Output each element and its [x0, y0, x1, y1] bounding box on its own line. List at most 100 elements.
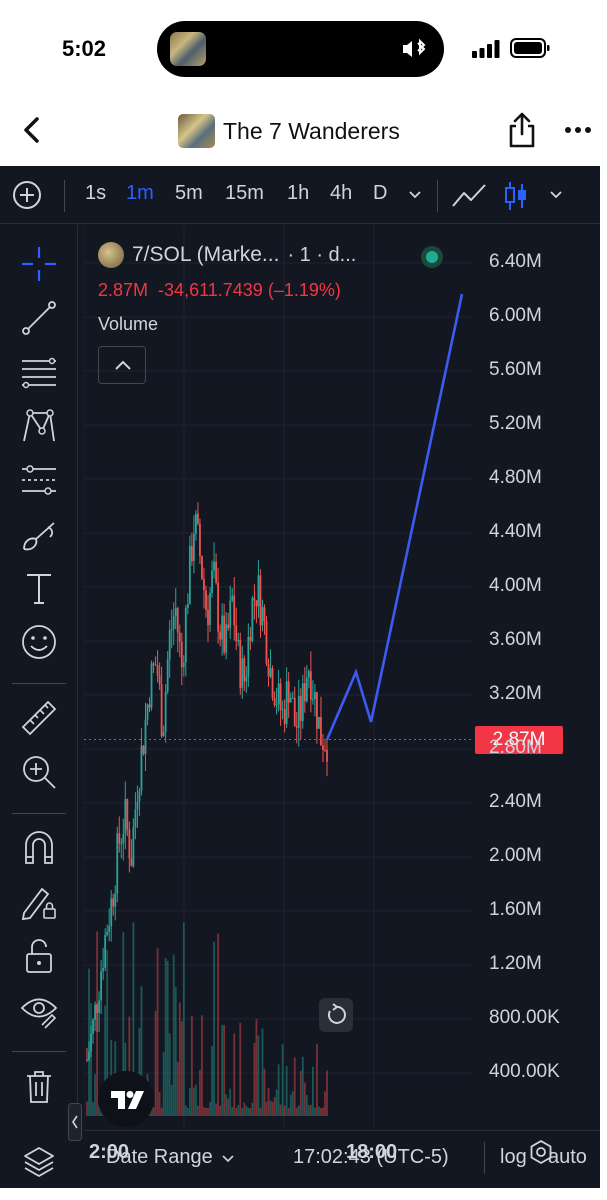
time-label: 18:00 [346, 1141, 398, 1163]
brush-icon[interactable] [20, 515, 58, 553]
plus-circle-icon[interactable] [12, 180, 42, 210]
candle-body [259, 575, 262, 626]
candle-body [269, 668, 272, 677]
candle-body [271, 668, 274, 698]
trend-line-icon[interactable] [20, 299, 58, 337]
more-button[interactable] [562, 114, 594, 146]
trash-icon[interactable] [20, 1067, 58, 1105]
price-chart[interactable] [84, 225, 472, 1130]
lock-drawing-icon[interactable] [20, 883, 58, 921]
timezone-clock[interactable]: 17:02:43 (UTC-5) [293, 1146, 449, 1168]
volume-bar [154, 1010, 157, 1116]
candle-body [160, 684, 163, 737]
emoji-icon[interactable] [20, 623, 58, 661]
auto-scale-toggle[interactable]: auto [548, 1146, 587, 1168]
share-icon[interactable] [504, 110, 540, 150]
volume-bar [303, 1082, 306, 1116]
volume-bar [166, 960, 169, 1116]
legend-toggle-button[interactable] [98, 346, 146, 384]
price-label: 6.40M [489, 251, 542, 272]
timeframe-1s[interactable]: 1s [85, 182, 107, 204]
candle-body [209, 592, 211, 626]
divider [64, 180, 65, 212]
ruler-icon[interactable] [20, 699, 58, 737]
candle-body [324, 749, 326, 751]
timeframe-1h[interactable]: 1h [287, 182, 310, 204]
chart-pane[interactable]: 7/SOL (Marke... · 1 · d... 2.87M -34,611… [84, 225, 472, 1130]
layers-icon[interactable] [22, 1144, 56, 1180]
candle-body [201, 555, 203, 579]
candle-body [255, 600, 258, 607]
volume-bar [90, 1002, 92, 1116]
pattern-icon[interactable] [20, 407, 58, 445]
eye-icon[interactable] [20, 991, 58, 1029]
price-label: 4.00M [489, 575, 542, 596]
volume-bar [311, 1066, 314, 1116]
volume-bar [168, 1033, 171, 1116]
chevron-left-icon[interactable] [14, 110, 50, 150]
candle-body [199, 523, 201, 556]
page-title-text: The 7 Wanderers [223, 117, 400, 144]
chevron-down-icon[interactable] [407, 186, 423, 202]
cellular-signal-icon [472, 40, 500, 58]
tradingview-logo[interactable] [98, 1071, 154, 1127]
candle-body [221, 615, 224, 640]
zoom-in-icon[interactable] [20, 753, 58, 791]
crosshair-icon[interactable] [20, 245, 58, 283]
price-label: 3.20M [489, 683, 542, 704]
volume-bar [289, 1094, 292, 1116]
candle-body [128, 829, 131, 859]
legend-symbol[interactable]: 7/SOL (Marke... · 1 · d... [98, 242, 356, 268]
volume-bar [261, 1028, 264, 1116]
candle-body [281, 709, 284, 711]
volume-bar [172, 954, 175, 1116]
date-range-button[interactable]: Date Range [106, 1146, 235, 1169]
candle-body [207, 609, 209, 626]
timeframe-5m[interactable]: 5m [175, 182, 203, 204]
candle-body [116, 833, 119, 894]
price-label: 2.00M [489, 845, 542, 866]
volume-legend[interactable]: Volume [98, 314, 159, 334]
candlestick-icon[interactable] [503, 180, 529, 212]
volume-bar [293, 1057, 296, 1116]
candle-body [100, 971, 103, 1001]
volume-bar [239, 1022, 242, 1116]
candle-body [261, 607, 264, 626]
volume-bar [269, 1100, 272, 1116]
magnet-icon[interactable] [20, 829, 58, 867]
candle-body [245, 676, 248, 682]
collapse-toolbar-icon[interactable] [68, 1103, 82, 1141]
timeframe-1m[interactable]: 1m [126, 182, 154, 204]
volume-bar [170, 1084, 173, 1116]
candle-body [152, 663, 155, 665]
price-label: 4.40M [489, 521, 542, 542]
candle-body [205, 590, 207, 610]
line-chart-icon[interactable] [451, 182, 487, 210]
settings-icon[interactable] [528, 1139, 554, 1165]
timeframe-4h[interactable]: 4h [330, 182, 353, 204]
candle-body [320, 716, 322, 746]
volume-bar [275, 1089, 278, 1116]
text-icon[interactable] [20, 569, 58, 607]
timeframe-d[interactable]: D [373, 182, 388, 204]
status-bar: 5:02 [0, 0, 607, 100]
volume-bar [186, 1107, 189, 1116]
candle-body [122, 834, 125, 844]
prediction-icon[interactable] [20, 461, 58, 499]
candle-body [322, 745, 324, 750]
log-scale-toggle[interactable]: log [500, 1146, 527, 1168]
market-status-indicator[interactable] [421, 246, 443, 268]
price-axis[interactable]: 2.87M 6.40M 6.00M 5.60M 5.20M 4.80M 4.40M 4.00… [472, 225, 600, 1130]
volume-bar [184, 1105, 187, 1116]
volume-bar [188, 1088, 191, 1116]
fib-lines-icon[interactable] [20, 353, 58, 391]
unlock-icon[interactable] [20, 937, 58, 975]
bluetooth-icon [400, 38, 430, 60]
volume-bar [211, 1045, 213, 1116]
candle-body [182, 662, 185, 668]
time-axis[interactable]: 2:00 18:00 [84, 1130, 600, 1178]
date-range-label: Date Range [106, 1146, 213, 1168]
timeframe-15m[interactable]: 15m [225, 182, 264, 204]
reset-chart-button[interactable] [319, 998, 353, 1032]
chevron-down-icon[interactable] [548, 186, 564, 202]
